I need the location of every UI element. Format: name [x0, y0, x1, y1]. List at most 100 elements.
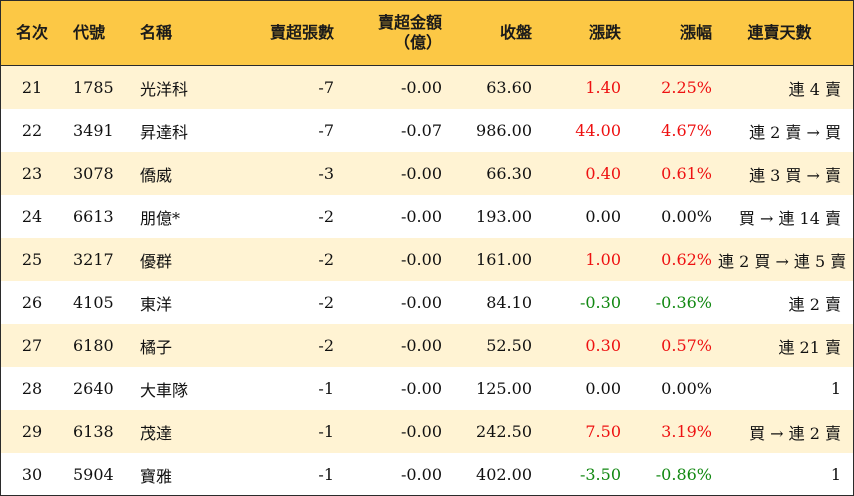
- table-row[interactable]: 30 5904 寶雅 -1 -0.00 402.00 -3.50 -0.86% 1: [1, 453, 853, 495]
- cell-streak: 1: [718, 367, 853, 410]
- cell-code: 3491: [63, 109, 132, 152]
- cell-close: 193.00: [448, 195, 538, 238]
- cell-change: 0.40: [538, 152, 627, 195]
- cell-pct: 4.67%: [627, 109, 718, 152]
- cell-name: 僑威: [132, 152, 214, 195]
- cell-sell-amount: -0.00: [340, 324, 448, 367]
- table-row[interactable]: 27 6180 橘子 -2 -0.00 52.50 0.30 0.57% 連 21 賣: [1, 324, 853, 367]
- cell-sell-amount: -0.00: [340, 367, 448, 410]
- cell-streak: 買 → 連 2 賣: [718, 410, 853, 453]
- cell-rank: 29: [1, 410, 63, 453]
- cell-change: 1.40: [538, 65, 627, 109]
- header-pct[interactable]: 漲幅: [627, 1, 718, 66]
- cell-rank: 28: [1, 367, 63, 410]
- cell-close: 52.50: [448, 324, 538, 367]
- cell-sell-amount: -0.00: [340, 152, 448, 195]
- cell-pct: 0.57%: [627, 324, 718, 367]
- cell-sell-amount: -0.00: [340, 238, 448, 281]
- cell-pct: 2.25%: [627, 65, 718, 109]
- table-row[interactable]: 24 6613 朋億* -2 -0.00 193.00 0.00 0.00% 買 → 連 14 …: [1, 195, 853, 238]
- cell-rank: 22: [1, 109, 63, 152]
- cell-pct: 0.62%: [627, 238, 718, 281]
- cell-pct: 0.00%: [627, 195, 718, 238]
- cell-close: 986.00: [448, 109, 538, 152]
- cell-pct: 0.00%: [627, 367, 718, 410]
- cell-streak: 連 2 賣: [718, 281, 853, 324]
- cell-code: 2640: [63, 367, 132, 410]
- header-sell-amount-line1: 賣超金額: [377, 13, 442, 32]
- cell-close: 242.50: [448, 410, 538, 453]
- cell-sell-sheets: -3: [214, 152, 340, 195]
- cell-streak: 買 → 連 14 賣: [718, 195, 853, 238]
- cell-close: 66.30: [448, 152, 538, 195]
- cell-rank: 30: [1, 453, 63, 495]
- cell-pct: 0.61%: [627, 152, 718, 195]
- cell-name: 大車隊: [132, 367, 214, 410]
- header-sell-amount-line2: （億）: [393, 33, 442, 52]
- cell-streak: 連 2 賣 → 買: [718, 109, 853, 152]
- cell-pct: -0.36%: [627, 281, 718, 324]
- cell-sell-amount: -0.00: [340, 65, 448, 109]
- cell-change: 7.50: [538, 410, 627, 453]
- cell-name: 橘子: [132, 324, 214, 367]
- cell-name: 優群: [132, 238, 214, 281]
- header-code[interactable]: 代號: [63, 1, 132, 66]
- cell-code: 4105: [63, 281, 132, 324]
- cell-sell-sheets: -1: [214, 453, 340, 495]
- cell-change: 0.00: [538, 195, 627, 238]
- cell-rank: 21: [1, 65, 63, 109]
- cell-close: 161.00: [448, 238, 538, 281]
- cell-streak: 連 2 買 → 連 5 賣: [718, 238, 853, 281]
- cell-name: 朋億*: [132, 195, 214, 238]
- cell-close: 63.60: [448, 65, 538, 109]
- cell-sell-amount: -0.00: [340, 410, 448, 453]
- header-close[interactable]: 收盤: [448, 1, 538, 66]
- cell-close: 84.10: [448, 281, 538, 324]
- cell-pct: 3.19%: [627, 410, 718, 453]
- cell-change: -3.50: [538, 453, 627, 495]
- cell-streak: 連 3 買 → 賣: [718, 152, 853, 195]
- cell-streak: 連 4 賣: [718, 65, 853, 109]
- header-change[interactable]: 漲跌: [538, 1, 627, 66]
- cell-sell-sheets: -2: [214, 238, 340, 281]
- header-row: 名次 代號 名稱 賣超張數 賣超金額 （億） 收盤 漲跌 漲幅 連賣天數: [1, 1, 853, 66]
- cell-change: 0.00: [538, 367, 627, 410]
- cell-rank: 26: [1, 281, 63, 324]
- header-name[interactable]: 名稱: [132, 1, 214, 66]
- table-header: 名次 代號 名稱 賣超張數 賣超金額 （億） 收盤 漲跌 漲幅 連賣天數: [1, 1, 853, 66]
- cell-rank: 25: [1, 238, 63, 281]
- cell-change: -0.30: [538, 281, 627, 324]
- cell-close: 402.00: [448, 453, 538, 495]
- header-streak[interactable]: 連賣天數: [718, 1, 853, 66]
- cell-code: 1785: [63, 65, 132, 109]
- cell-name: 寶雅: [132, 453, 214, 495]
- cell-sell-amount: -0.00: [340, 453, 448, 495]
- table-row[interactable]: 22 3491 昇達科 -7 -0.07 986.00 44.00 4.67% 連 2 賣 → …: [1, 109, 853, 152]
- table-body: 21 1785 光洋科 -7 -0.00 63.60 1.40 2.25% 連 4 賣 22 349…: [1, 65, 853, 495]
- cell-code: 6138: [63, 410, 132, 453]
- cell-sell-sheets: -1: [214, 410, 340, 453]
- cell-code: 6613: [63, 195, 132, 238]
- table-row[interactable]: 29 6138 茂達 -1 -0.00 242.50 7.50 3.19% 買 → 連 2 賣: [1, 410, 853, 453]
- cell-change: 1.00: [538, 238, 627, 281]
- table-row[interactable]: 26 4105 東洋 -2 -0.00 84.10 -0.30 -0.36% 連 2 賣: [1, 281, 853, 324]
- header-sell-sheets[interactable]: 賣超張數: [214, 1, 340, 66]
- table-row[interactable]: 25 3217 優群 -2 -0.00 161.00 1.00 0.62% 連 2 買 → 連 …: [1, 238, 853, 281]
- table-row[interactable]: 21 1785 光洋科 -7 -0.00 63.60 1.40 2.25% 連 4 賣: [1, 65, 853, 109]
- cell-rank: 27: [1, 324, 63, 367]
- cell-sell-sheets: -7: [214, 109, 340, 152]
- header-sell-amount[interactable]: 賣超金額 （億）: [340, 1, 448, 66]
- table-row[interactable]: 23 3078 僑威 -3 -0.00 66.30 0.40 0.61% 連 3 買 → 賣: [1, 152, 853, 195]
- cell-streak: 連 21 賣: [718, 324, 853, 367]
- cell-sell-amount: -0.07: [340, 109, 448, 152]
- cell-name: 光洋科: [132, 65, 214, 109]
- cell-sell-sheets: -7: [214, 65, 340, 109]
- header-rank[interactable]: 名次: [1, 1, 63, 66]
- table-row[interactable]: 28 2640 大車隊 -1 -0.00 125.00 0.00 0.00% 1: [1, 367, 853, 410]
- cell-close: 125.00: [448, 367, 538, 410]
- cell-name: 東洋: [132, 281, 214, 324]
- cell-sell-amount: -0.00: [340, 195, 448, 238]
- cell-change: 44.00: [538, 109, 627, 152]
